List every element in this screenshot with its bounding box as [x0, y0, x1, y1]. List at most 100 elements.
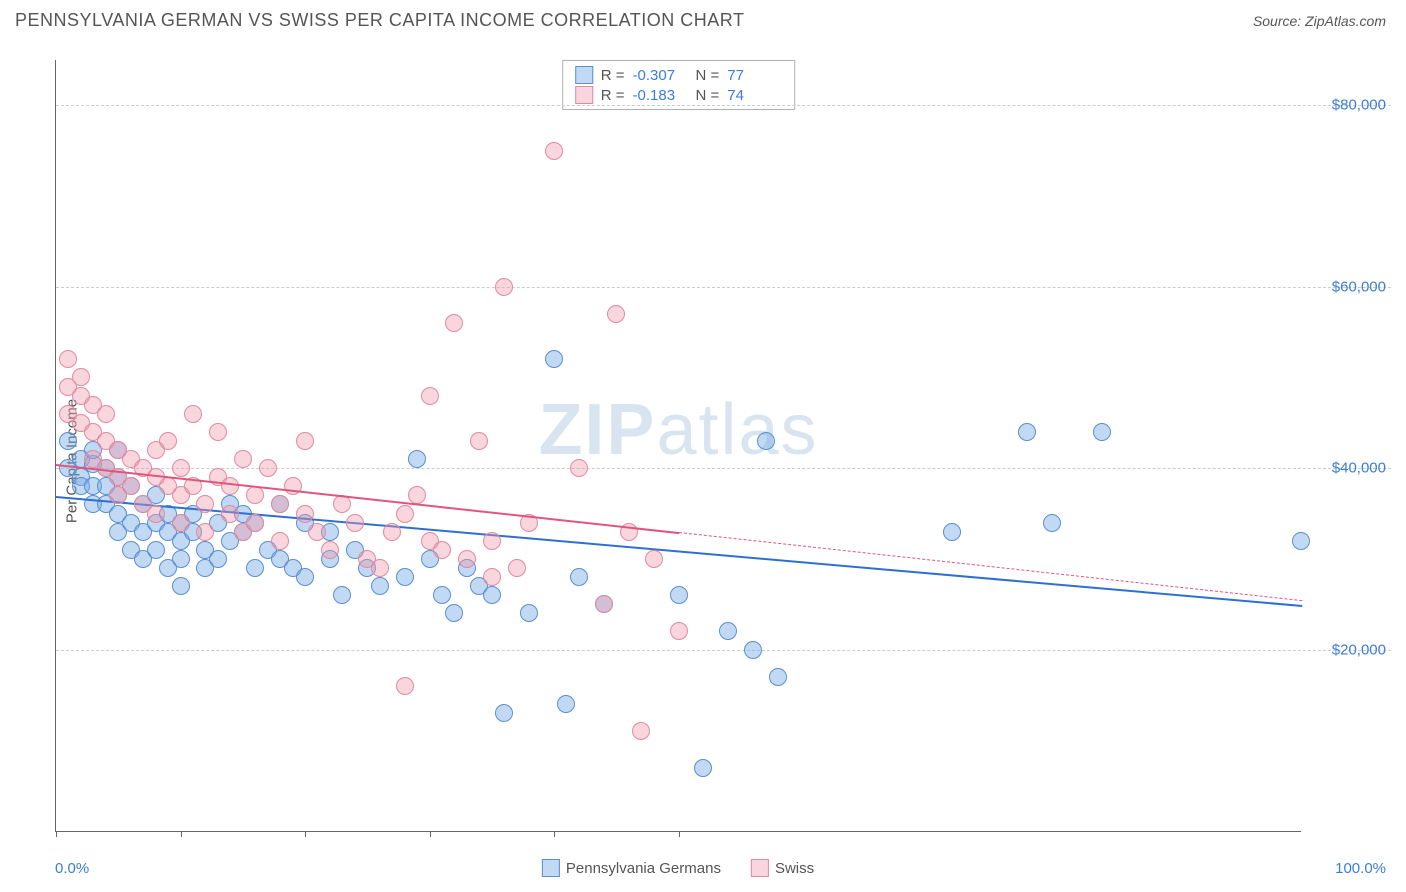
gridline — [56, 105, 1391, 106]
data-point — [632, 722, 650, 740]
watermark-light: atlas — [656, 390, 818, 470]
data-point — [557, 695, 575, 713]
legend-swatch — [751, 859, 769, 877]
data-point — [408, 486, 426, 504]
data-point — [122, 477, 140, 495]
data-point — [371, 577, 389, 595]
data-point — [333, 586, 351, 604]
n-value: 77 — [727, 67, 782, 84]
stats-row: R =-0.183N =74 — [575, 85, 783, 105]
data-point — [1018, 423, 1036, 441]
legend-item: Swiss — [751, 859, 814, 877]
data-point — [396, 505, 414, 523]
data-point — [221, 505, 239, 523]
data-point — [246, 514, 264, 532]
legend-swatch — [575, 86, 593, 104]
source-prefix: Source: — [1253, 13, 1305, 29]
y-tick-label: $80,000 — [1332, 97, 1386, 114]
data-point — [445, 604, 463, 622]
data-point — [694, 759, 712, 777]
stats-row: R = -0.307 N = 77 — [575, 65, 783, 85]
trend-line-extrapolated — [679, 532, 1302, 601]
data-point — [59, 432, 77, 450]
data-point — [943, 523, 961, 541]
data-point — [570, 459, 588, 477]
data-point — [147, 505, 165, 523]
legend-label: Swiss — [775, 860, 814, 877]
watermark-bold: ZIP — [538, 390, 656, 470]
data-point — [670, 622, 688, 640]
data-point — [308, 523, 326, 541]
data-point — [271, 532, 289, 550]
chart-title: PENNSYLVANIA GERMAN VS SWISS PER CAPITA … — [15, 10, 744, 31]
data-point — [545, 350, 563, 368]
plot-area: ZIPatlas R =-0.307N =77R =-0.183N =74 $2… — [55, 60, 1301, 832]
y-tick-label: $40,000 — [1332, 460, 1386, 477]
data-point — [296, 505, 314, 523]
data-point — [396, 568, 414, 586]
data-point — [744, 641, 762, 659]
x-tick — [554, 831, 555, 837]
data-point — [757, 432, 775, 450]
data-point — [234, 450, 252, 468]
gridline — [56, 650, 1391, 651]
x-tick — [430, 831, 431, 837]
data-point — [421, 387, 439, 405]
correlation-stats-box: R =-0.307N =77R =-0.183N =74 — [562, 60, 796, 110]
data-point — [246, 486, 264, 504]
data-point — [433, 586, 451, 604]
data-point — [196, 523, 214, 541]
data-point — [570, 568, 588, 586]
data-point — [458, 550, 476, 568]
data-point — [483, 586, 501, 604]
x-tick — [679, 831, 680, 837]
data-point — [495, 704, 513, 722]
data-point — [321, 541, 339, 559]
data-point — [495, 278, 513, 296]
data-point — [1292, 532, 1310, 550]
source-name: ZipAtlas.com — [1305, 13, 1386, 29]
x-axis-labels: 0.0% 100.0% Pennsylvania GermansSwiss — [55, 852, 1301, 882]
data-point — [333, 495, 351, 513]
x-axis-min-label: 0.0% — [55, 860, 89, 877]
r-value: -0.307 — [633, 67, 688, 84]
legend-item: Pennsylvania Germans — [542, 859, 721, 877]
data-point — [595, 595, 613, 613]
data-point — [271, 495, 289, 513]
y-tick-label: $60,000 — [1332, 278, 1386, 295]
data-point — [246, 559, 264, 577]
data-point — [172, 459, 190, 477]
data-point — [296, 568, 314, 586]
chart-container: Per Capita Income ZIPatlas R =-0.307N =7… — [15, 40, 1391, 882]
data-point — [172, 550, 190, 568]
data-point — [296, 432, 314, 450]
data-point — [209, 423, 227, 441]
r-label: R = — [601, 67, 625, 84]
legend-swatch — [575, 66, 593, 84]
data-point — [408, 450, 426, 468]
gridline — [56, 468, 1391, 469]
chart-header: PENNSYLVANIA GERMAN VS SWISS PER CAPITA … — [0, 0, 1406, 31]
data-point — [396, 677, 414, 695]
x-axis-max-label: 100.0% — [1335, 860, 1386, 877]
source-attribution: Source: ZipAtlas.com — [1253, 13, 1386, 29]
data-point — [259, 459, 277, 477]
data-point — [383, 523, 401, 541]
data-point — [72, 368, 90, 386]
r-label: R = — [601, 87, 625, 104]
n-label: N = — [696, 67, 720, 84]
x-tick — [305, 831, 306, 837]
data-point — [670, 586, 688, 604]
r-value: -0.183 — [633, 87, 688, 104]
data-point — [159, 432, 177, 450]
data-point — [1043, 514, 1061, 532]
x-tick — [56, 831, 57, 837]
x-tick — [181, 831, 182, 837]
data-point — [371, 559, 389, 577]
n-label: N = — [696, 87, 720, 104]
data-point — [433, 541, 451, 559]
data-point — [59, 350, 77, 368]
data-point — [769, 668, 787, 686]
series-legend: Pennsylvania Germans Swiss — [542, 859, 814, 877]
data-point — [172, 514, 190, 532]
